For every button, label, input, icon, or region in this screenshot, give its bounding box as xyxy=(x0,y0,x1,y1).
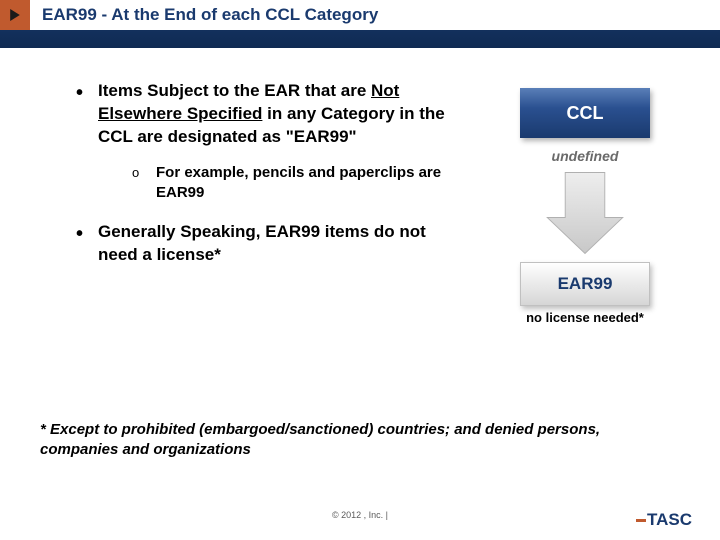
sub-bullet-1: For example, pencils and paperclips are … xyxy=(132,163,470,204)
logo: TASC xyxy=(636,510,692,530)
diagram-column: CCL undefined EAR99 xyxy=(470,80,680,325)
content-row: Items Subject to the EAR that are Not El… xyxy=(70,80,680,325)
logo-dash-icon xyxy=(636,519,646,522)
bullet-1-pre: Items Subject to the EAR that are xyxy=(98,81,371,100)
ear99-box: EAR99 xyxy=(520,262,650,306)
bullet-2: Generally Speaking, EAR99 items do not n… xyxy=(70,221,470,267)
ccl-box: CCL xyxy=(520,88,650,138)
down-arrow xyxy=(540,168,630,258)
bullet-list: Items Subject to the EAR that are Not El… xyxy=(70,80,470,267)
ccl-label: CCL xyxy=(567,103,604,124)
slide-title: EAR99 - At the End of each CCL Category xyxy=(42,5,378,25)
play-icon xyxy=(9,9,21,21)
play-icon-box xyxy=(0,0,30,30)
footer: © 2012 , Inc. | TASC xyxy=(0,510,720,530)
text-column: Items Subject to the EAR that are Not El… xyxy=(70,80,470,325)
slide: EAR99 - At the End of each CCL Category … xyxy=(0,0,720,540)
content-area: Items Subject to the EAR that are Not El… xyxy=(0,80,720,325)
ear99-label: EAR99 xyxy=(558,274,613,294)
header-bar: EAR99 - At the End of each CCL Category xyxy=(0,0,720,48)
bullet-1: Items Subject to the EAR that are Not El… xyxy=(70,80,470,203)
logo-text: TASC xyxy=(647,510,692,530)
title-box: EAR99 - At the End of each CCL Category xyxy=(30,0,720,30)
no-license-label: no license needed* xyxy=(526,310,644,325)
footnote: * Except to prohibited (embargoed/sancti… xyxy=(40,420,680,459)
copyright: © 2012 , Inc. | xyxy=(332,510,388,520)
sub-list: For example, pencils and paperclips are … xyxy=(132,163,470,204)
undefined-label: undefined xyxy=(552,148,619,164)
